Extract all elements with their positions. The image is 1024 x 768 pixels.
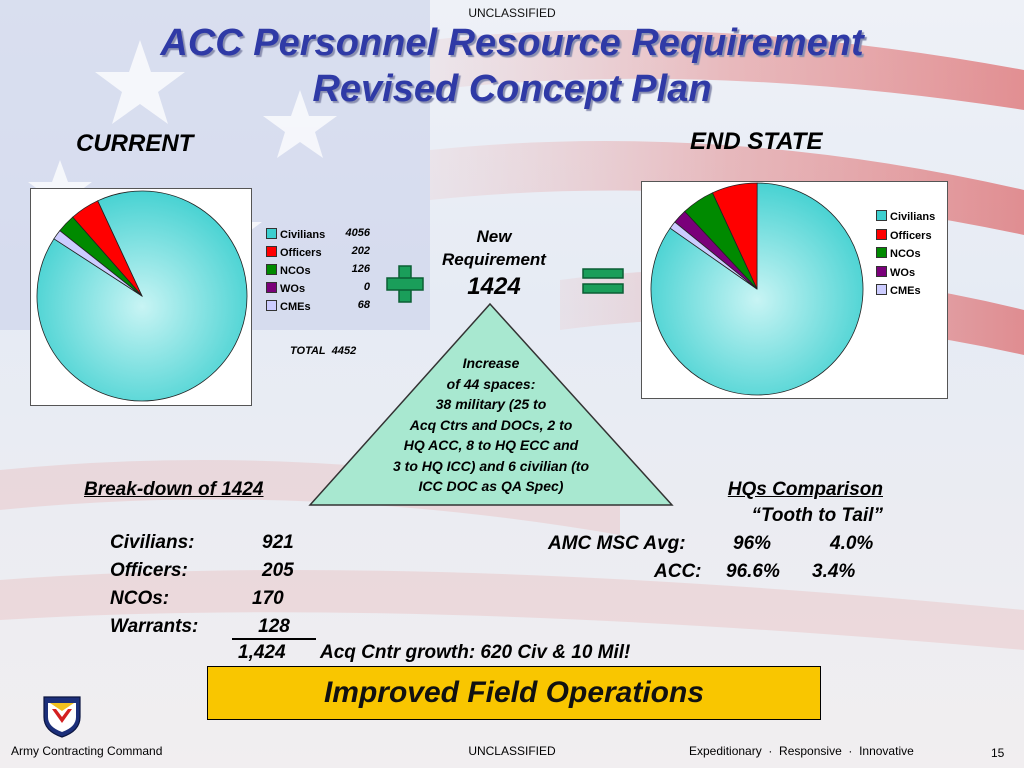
new-requirement-line2: Requirement <box>442 250 546 269</box>
legend-label: WOs <box>890 266 916 279</box>
hq-comparison-subheading: “Tooth to Tail” <box>751 505 883 526</box>
end-state-legend: Civilians Officers NCOs WOs CMEs <box>876 210 946 305</box>
new-requirement-value: 1424 <box>467 273 521 300</box>
legend-swatch <box>266 300 277 311</box>
legend-label: CMEs <box>890 285 921 297</box>
acc-logo <box>43 696 81 738</box>
increase-line-1: Increase <box>462 355 520 371</box>
legend-swatch <box>876 228 887 240</box>
hq-comparison-heading: HQs Comparison <box>727 479 883 500</box>
legend-value-civilians: 4056 <box>345 227 370 239</box>
breakdown-label-officers: Officers: <box>110 560 188 581</box>
legend-swatch <box>876 265 887 277</box>
title-line-2: Revised Concept Plan <box>312 68 712 110</box>
amc-tail: 4.0% <box>830 533 874 554</box>
legend-swatch <box>266 282 277 293</box>
legend-label: Civilians <box>280 229 326 241</box>
breakdown-label-civilians: Civilians: <box>110 532 195 553</box>
acc-tooth: 96.6% <box>726 561 780 582</box>
legend-swatch <box>876 210 887 221</box>
legend-value-wos: 0 <box>363 281 370 293</box>
increase-triangle <box>308 302 674 506</box>
legend-label: WOs <box>280 283 306 295</box>
end-state-chart-box <box>641 181 948 399</box>
increase-line-3: 38 military (25 to <box>435 396 547 412</box>
legend-value-cmes: 68 <box>357 299 370 311</box>
legend-label: NCOs <box>280 265 311 277</box>
increase-line-2: of 44 spaces: <box>446 375 536 392</box>
footer-tagline: Expeditionary · Responsive · Innovative <box>689 744 914 758</box>
amc-label: AMC MSC Avg: <box>548 533 686 554</box>
breakdown-value-warrants: 128 <box>232 616 316 640</box>
current-chart-box <box>30 188 252 406</box>
legend-label: Civilians <box>890 211 936 223</box>
classification-bottom: UNCLASSIFIED <box>468 744 556 758</box>
amc-tooth: 96% <box>733 533 772 554</box>
growth-note: Acq Cntr growth: 620 Civ & 10 Mil! <box>320 642 631 663</box>
legend-value-officers: 202 <box>351 245 370 257</box>
title-line-1: ACC Personnel Resource Requirement <box>160 22 864 64</box>
pie-slice-cmes <box>53 230 143 297</box>
increase-line-7: ICC DOC as QA Spec) <box>418 478 564 494</box>
legend-label: CMEs <box>280 301 311 313</box>
breakdown-label-warrants: Warrants: <box>110 616 199 637</box>
legend-label: Officers <box>890 229 932 242</box>
increase-line-5: HQ ACC, 8 to HQ ECC and <box>403 437 579 453</box>
legend-item-wos: WOs <box>266 282 305 295</box>
breakdown-value-ncos: 170 <box>252 588 284 609</box>
plus-icon <box>386 265 424 303</box>
legend-swatch <box>876 284 887 295</box>
legend-item-ncos: NCOs <box>266 264 311 277</box>
breakdown-heading: Break-down of 1424 <box>84 479 264 500</box>
equals-icon <box>582 268 624 294</box>
legend-item-ncos: NCOs <box>876 247 921 260</box>
legend-item-wos: WOs <box>876 265 916 279</box>
total-value: 4452 <box>331 345 357 357</box>
current-total: TOTAL 4452 <box>290 345 356 357</box>
legend-swatch <box>266 246 277 257</box>
legend-label: NCOs <box>890 248 921 260</box>
acc-label: ACC: <box>654 561 702 582</box>
legend-item-cmes: CMEs <box>266 300 311 313</box>
footer-org: Army Contracting Command <box>11 744 163 758</box>
current-legend: Civilians 4056 Officers 202 NCOs 126 WOs 0 CMEs 6… <box>266 227 376 348</box>
legend-item-cmes: CMEs <box>876 284 921 297</box>
legend-swatch <box>266 228 277 239</box>
increase-line-4: Acq Ctrs and DOCs, 2 to <box>409 416 573 433</box>
improved-field-operations-banner: Improved Field Operations <box>207 666 821 720</box>
breakdown-value-civilians: 921 <box>262 532 294 553</box>
legend-swatch <box>876 247 887 258</box>
new-requirement-line1: New <box>476 227 512 246</box>
new-requirement: New Requirement 1424 <box>420 226 568 302</box>
pie-slice-cmes <box>669 221 758 290</box>
legend-item-officers: Officers <box>876 228 932 242</box>
increase-line-6: 3 to HQ ICC) and 6 civilian (to <box>392 457 590 474</box>
current-heading: CURRENT <box>76 130 194 157</box>
total-label: TOTAL <box>290 345 326 357</box>
legend-label: Officers <box>280 247 322 259</box>
page-title: ACC Personnel Resource Requirement Revis… <box>0 20 1024 112</box>
page-number: 15 <box>991 746 1005 760</box>
breakdown-total: 1,424 <box>238 642 286 663</box>
acc-tail: 3.4% <box>812 561 856 582</box>
end-state-heading: END STATE <box>690 128 823 155</box>
legend-value-ncos: 126 <box>351 263 370 275</box>
current-pie-chart <box>36 190 248 402</box>
legend-item-officers: Officers <box>266 246 322 259</box>
classification-top: UNCLASSIFIED <box>468 6 556 20</box>
increase-text: Increase of 44 spaces: 38 military (25 t… <box>341 353 641 497</box>
legend-item-civilians: Civilians <box>266 228 325 241</box>
breakdown-label-ncos: NCOs: <box>110 588 170 609</box>
breakdown-value-officers: 205 <box>262 560 294 581</box>
legend-swatch <box>266 264 277 275</box>
legend-item-civilians: Civilians <box>876 210 935 223</box>
end-state-pie-chart <box>650 182 864 396</box>
